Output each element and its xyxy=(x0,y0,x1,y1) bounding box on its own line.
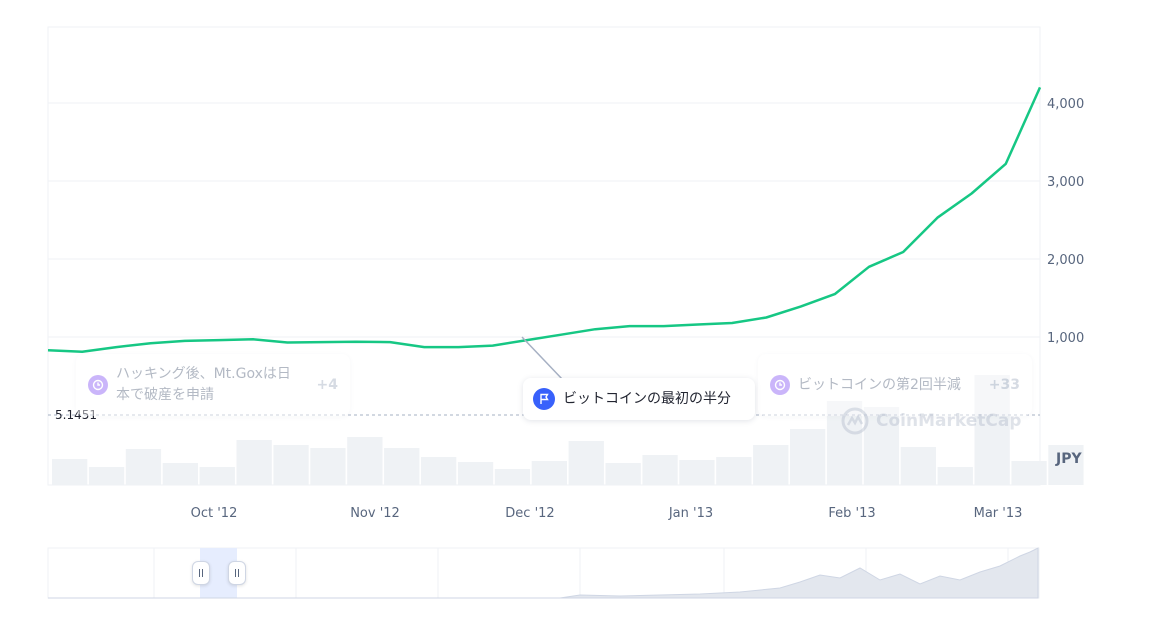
volume-bar xyxy=(347,437,383,485)
watermark-text: CoinMarketCap xyxy=(876,411,1022,431)
volume-bar xyxy=(199,467,235,485)
x-tick-label: Oct '12 xyxy=(191,506,238,521)
volume-bar xyxy=(974,375,1010,485)
volume-bar xyxy=(88,467,125,485)
x-tick-label: Jan '13 xyxy=(668,506,713,521)
coinmarketcap-logo-icon xyxy=(841,407,869,435)
x-tick-label: Mar '13 xyxy=(974,506,1023,521)
navigator-right-handle[interactable] xyxy=(228,561,246,585)
volume-bars xyxy=(52,375,1084,485)
y-axis: 1,000 2,000 3,000 4,000 xyxy=(1047,97,1084,346)
volume-bar xyxy=(679,460,715,485)
event-card-halving-1[interactable]: ビットコインの最初の半分 xyxy=(523,378,755,420)
y-tick-label: 3,000 xyxy=(1047,175,1084,190)
volume-bar xyxy=(642,455,678,485)
watermark: CoinMarketCap xyxy=(840,406,1021,436)
volume-bar xyxy=(753,445,789,485)
event-connector xyxy=(521,336,564,381)
y-tick-label: 1,000 xyxy=(1047,331,1084,346)
y-tick-label: 4,000 xyxy=(1047,97,1084,112)
volume-bar xyxy=(568,441,604,485)
currency-label: JPY xyxy=(1056,451,1082,467)
volume-bar xyxy=(826,401,863,485)
volume-bar xyxy=(863,407,900,485)
volume-bar xyxy=(494,469,531,485)
event-card-text: ハッキング後、Mt.Goxは日本で破産を申請 xyxy=(116,366,291,403)
x-tick-label: Nov '12 xyxy=(350,506,400,521)
volume-bar xyxy=(1011,461,1047,485)
navigator[interactable] xyxy=(47,547,1040,599)
volume-bar xyxy=(716,457,752,485)
reference-line-label: 5.1451 xyxy=(55,408,97,422)
event-card-text: ビットコインの最初の半分 xyxy=(563,390,731,407)
volume-bar xyxy=(1048,445,1084,485)
volume-bar xyxy=(421,457,457,485)
volume-bar xyxy=(605,463,641,485)
x-axis: Oct '12 Nov '12 Dec '12 Jan '13 Feb '13 Mar '… xyxy=(191,506,1023,521)
volume-bar xyxy=(900,447,936,485)
volume-bar xyxy=(236,440,272,485)
volume-bar xyxy=(790,429,826,485)
event-more-count[interactable]: +33 xyxy=(988,377,1020,393)
flag-icon xyxy=(533,388,555,410)
x-tick-label: Feb '13 xyxy=(828,506,875,521)
x-tick-label: Dec '12 xyxy=(505,506,554,521)
volume-bar xyxy=(937,467,973,485)
volume-bar xyxy=(531,461,567,485)
volume-bar xyxy=(125,449,162,485)
price-series-line xyxy=(47,86,1042,354)
volume-bar xyxy=(310,448,346,485)
navigator-mini-series xyxy=(48,547,1039,599)
event-card-halving-2[interactable]: ビットコインの第2回半減 +33 xyxy=(758,354,1032,416)
volume-bar xyxy=(384,448,420,485)
volume-bar xyxy=(52,459,88,485)
y-tick-label: 2,000 xyxy=(1047,253,1084,268)
navigator-left-handle[interactable] xyxy=(192,561,210,585)
clock-icon xyxy=(770,375,790,395)
event-more-count[interactable]: +4 xyxy=(316,377,338,393)
volume-bar xyxy=(162,463,198,485)
clock-icon xyxy=(88,375,108,395)
volume-bar xyxy=(457,462,494,485)
event-card-mtgox[interactable]: ハッキング後、Mt.Goxは日本で破産を申請 +4 xyxy=(76,354,350,416)
event-card-text: ビットコインの第2回半減 xyxy=(798,376,961,393)
volume-bar xyxy=(273,445,309,485)
